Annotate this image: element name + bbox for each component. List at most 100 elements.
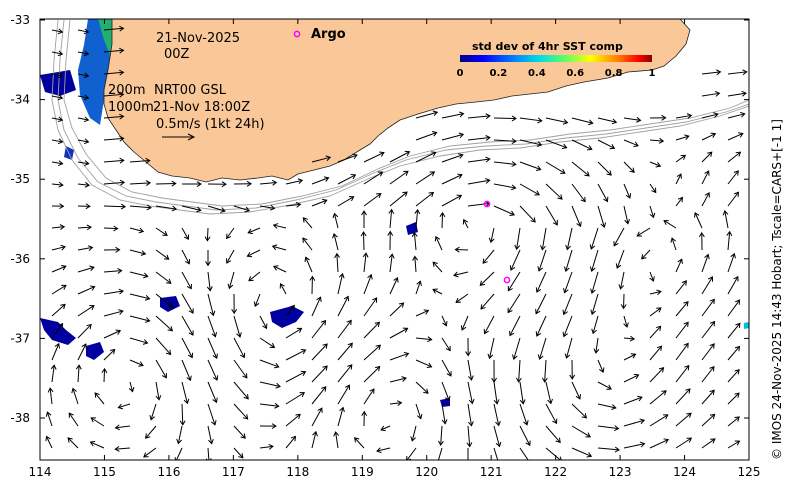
current-vector (362, 232, 365, 251)
current-vector (727, 92, 747, 97)
current-vector-head (289, 304, 295, 311)
current-vector-head (145, 180, 152, 186)
current-vector-head (428, 191, 435, 198)
current-vector-head (119, 157, 125, 164)
colorbar-tick-label: 0.2 (490, 68, 508, 79)
current-vector (207, 381, 217, 403)
current-vector (67, 437, 79, 449)
current-vector (68, 412, 79, 427)
current-vector (519, 205, 536, 223)
x-axis: 114 115 116 117 118 119 120 121 122 123 124 125 (29, 19, 760, 479)
current-vector (143, 447, 157, 458)
current-vector-head (575, 394, 581, 400)
current-vector-head (709, 366, 715, 372)
current-vector-head (83, 50, 90, 57)
current-vector (354, 437, 365, 449)
current-vector-head (485, 156, 491, 163)
current-vector (118, 403, 131, 409)
current-vector (389, 327, 408, 339)
current-vector-head (166, 278, 172, 284)
current-vector-head (629, 167, 635, 173)
current-vector (649, 161, 661, 167)
current-vector (623, 161, 635, 173)
current-vector (259, 359, 279, 368)
current-vector (103, 137, 124, 141)
current-vector-head (485, 135, 491, 141)
current-vector-head (322, 198, 328, 205)
current-vector-head (236, 332, 242, 338)
current-vector-head (541, 377, 548, 383)
current-vector (675, 321, 689, 339)
current-vector-head (332, 232, 338, 239)
current-vector (363, 193, 382, 207)
current-vector (248, 271, 261, 282)
current-vector (649, 345, 662, 361)
current-vector (411, 425, 417, 442)
x-tick-label: 123 (609, 465, 632, 479)
current-vector (259, 445, 274, 449)
current-vector-head (220, 207, 226, 213)
current-vector-head (347, 342, 353, 348)
current-vector (701, 343, 715, 361)
current-vector-head (620, 304, 627, 310)
current-vector (155, 293, 173, 308)
current-vector-head (171, 205, 178, 212)
current-vector-head (456, 194, 463, 200)
current-vector-head (722, 209, 729, 216)
current-vector (103, 181, 125, 185)
current-vector (285, 436, 296, 449)
current-vector (129, 205, 152, 209)
current-vector (155, 337, 172, 355)
current-vector-head (174, 457, 180, 460)
current-vector (727, 191, 739, 207)
current-vector-head (393, 277, 399, 283)
current-vector-head (734, 368, 740, 375)
current-vector-head (402, 327, 409, 333)
current-vector (727, 71, 747, 75)
current-vector (233, 315, 241, 338)
current-vector (311, 386, 327, 405)
current-vector-head (429, 171, 436, 177)
current-vector (376, 447, 391, 452)
current-vector (259, 403, 279, 407)
current-vector (435, 236, 443, 251)
current-vector (226, 227, 235, 239)
current-vector-head (119, 69, 125, 76)
current-vector-head (138, 227, 145, 234)
current-vector (623, 139, 639, 147)
current-vector-head (611, 118, 618, 125)
current-vector (519, 381, 524, 404)
current-vector (441, 315, 447, 326)
current-vector-head (599, 367, 605, 374)
current-vector (415, 132, 437, 141)
product-label: NRT00 GSL (154, 83, 227, 98)
current-vector-head (101, 367, 108, 374)
current-vector (597, 117, 617, 123)
current-vector (337, 273, 344, 295)
current-vector (701, 366, 715, 383)
current-vector (363, 366, 381, 383)
current-vector (129, 227, 144, 233)
current-vector (363, 321, 380, 339)
current-vector-head (600, 222, 607, 228)
current-vector-head (83, 28, 90, 35)
current-vector (273, 224, 287, 229)
current-vector-head (555, 437, 561, 444)
current-vector (145, 425, 157, 439)
current-vector (727, 170, 739, 185)
current-vector-head (683, 342, 689, 349)
current-vector (649, 183, 657, 193)
current-vector-head (468, 398, 475, 405)
bathymetry-contours (51, 19, 749, 215)
current-vector-head (734, 440, 741, 446)
current-vector-head (117, 267, 123, 274)
current-vector-head (145, 317, 151, 323)
current-vector-head (403, 170, 409, 176)
argo-legend-label: Argo (311, 27, 346, 42)
current-vector-head (453, 271, 459, 278)
current-vector (285, 327, 302, 339)
current-vector (337, 407, 344, 427)
current-vector-head (115, 329, 122, 335)
current-vector (623, 396, 643, 405)
current-vector (649, 307, 662, 317)
